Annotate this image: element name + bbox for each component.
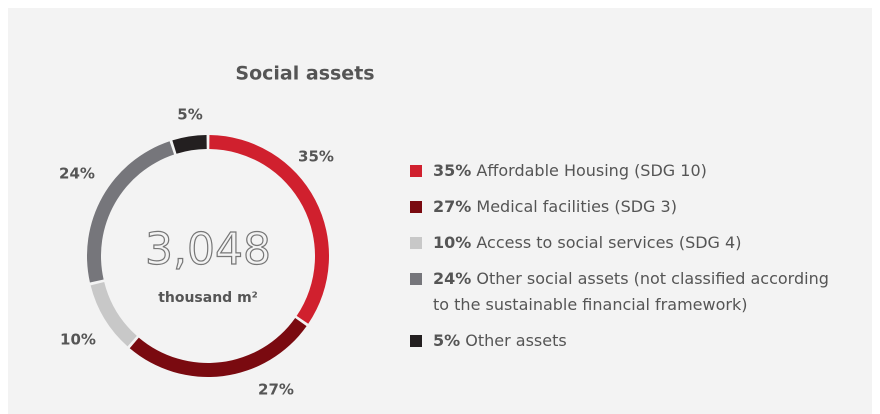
legend-value: 27% xyxy=(433,197,472,216)
legend-label: Medical facilities (SDG 3) xyxy=(476,197,677,216)
donut-segment xyxy=(90,281,137,347)
legend-swatch xyxy=(410,237,422,249)
donut-segment xyxy=(209,135,330,324)
legend-swatch xyxy=(410,165,422,177)
legend-item: 27% Medical facilities (SDG 3) xyxy=(408,194,848,220)
legend-swatch xyxy=(410,335,422,347)
legend-item: 24% Other social assets (not classified … xyxy=(408,266,848,318)
legend-item: 5% Other assets xyxy=(408,328,848,354)
data-label: 35% xyxy=(298,148,334,166)
legend-value: 35% xyxy=(433,161,472,180)
legend-swatch xyxy=(410,273,422,285)
legend-label: Other social assets (not classified acco… xyxy=(433,269,829,314)
legend-swatch xyxy=(410,201,422,213)
legend-item: 35% Affordable Housing (SDG 10) xyxy=(408,158,848,184)
panel xyxy=(8,8,872,414)
center-unit: thousand m² xyxy=(158,290,258,306)
legend-label: Affordable Housing (SDG 10) xyxy=(476,161,707,180)
data-label: 5% xyxy=(177,106,202,124)
donut-segment xyxy=(129,318,307,377)
legend-item: 10% Access to social services (SDG 4) xyxy=(408,230,848,256)
legend-label: Access to social services (SDG 4) xyxy=(476,233,742,252)
legend-value: 5% xyxy=(433,331,461,350)
chart-title: Social assets xyxy=(235,63,374,85)
legend-value: 24% xyxy=(433,269,472,288)
legend: 35% Affordable Housing (SDG 10) 27% Medic… xyxy=(408,158,848,364)
data-label: 27% xyxy=(258,381,294,399)
donut-segment xyxy=(172,135,207,154)
center-value: 3,048 xyxy=(145,224,271,275)
data-label: 10% xyxy=(60,331,96,349)
data-label: 24% xyxy=(59,165,95,183)
legend-label: Other assets xyxy=(465,331,567,350)
donut-segment xyxy=(87,141,175,283)
legend-value: 10% xyxy=(433,233,472,252)
